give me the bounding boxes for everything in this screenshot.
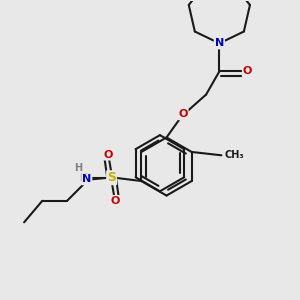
Text: H: H <box>74 163 83 173</box>
Text: H: H <box>80 173 88 183</box>
Text: N: N <box>82 174 92 184</box>
Text: N: N <box>215 38 224 48</box>
Text: N: N <box>215 38 224 48</box>
Text: CH₃: CH₃ <box>224 150 244 160</box>
Text: O: O <box>110 196 120 206</box>
Text: O: O <box>178 109 188 119</box>
Text: O: O <box>103 150 113 160</box>
Text: S: S <box>107 171 116 184</box>
Text: O: O <box>243 66 252 76</box>
